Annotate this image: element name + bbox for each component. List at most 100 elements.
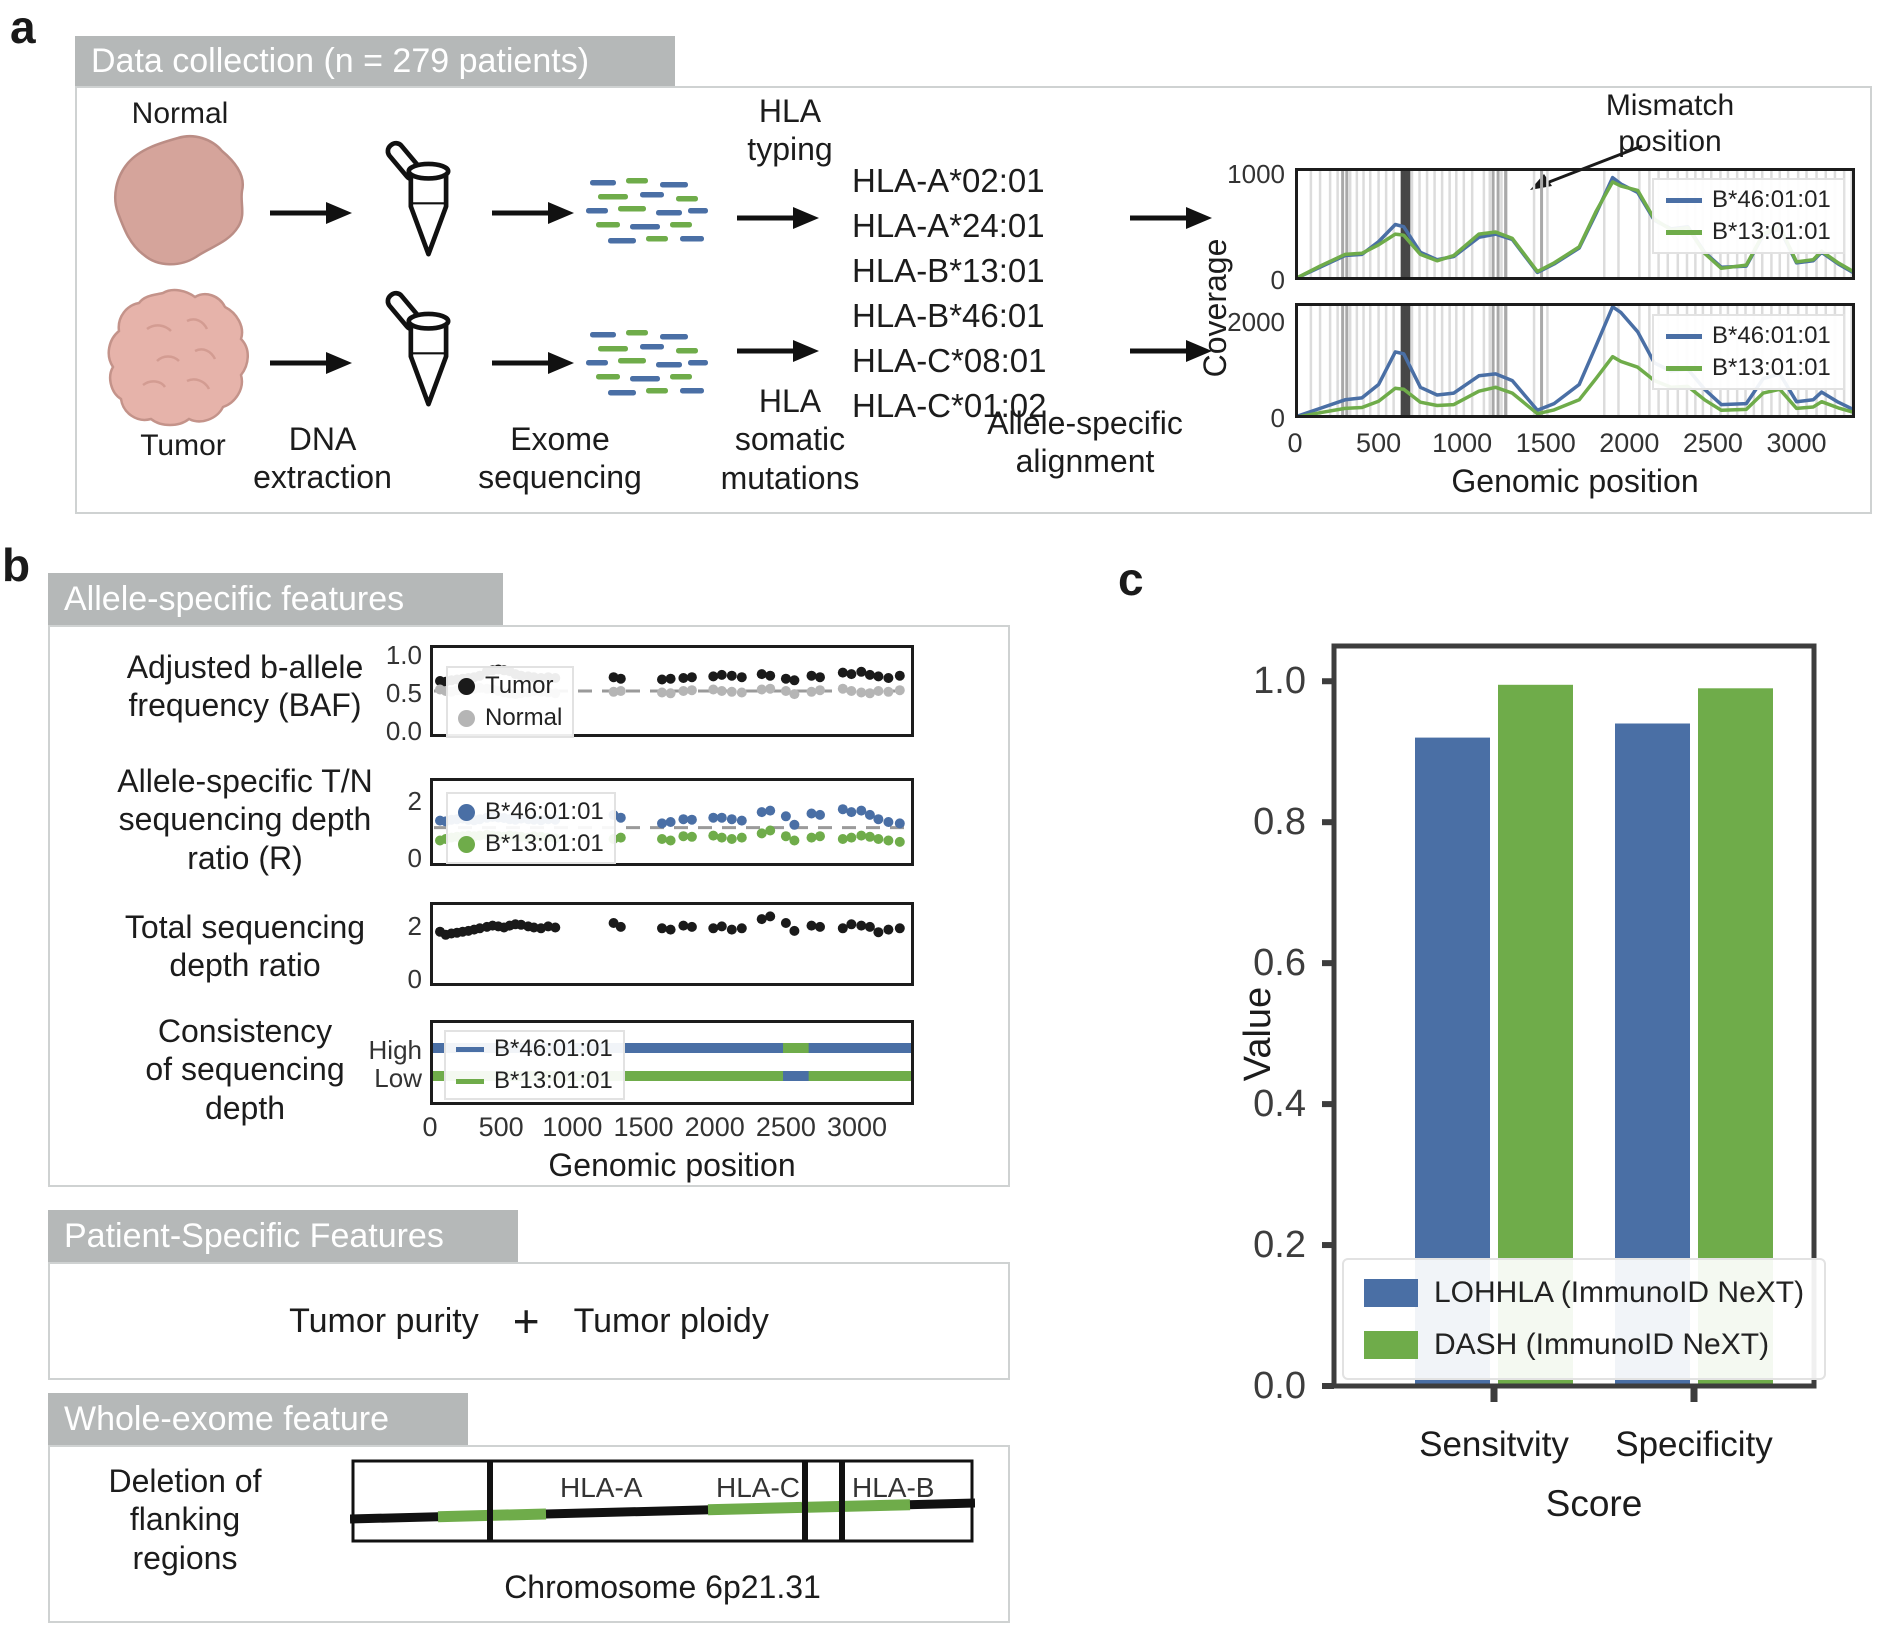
- tumor-purity-label: Tumor purity: [289, 1301, 479, 1340]
- arrow-icon: [270, 202, 352, 224]
- gray-dot-swatch: [458, 709, 475, 727]
- whole-exome-header-label: Whole-exome feature: [64, 1399, 390, 1438]
- blue-dot-swatch: [458, 803, 475, 821]
- category-label-sensitivity: Sensitvity: [1419, 1425, 1569, 1464]
- legend-item: B*13:01:01: [1666, 354, 1831, 382]
- hla-typing-label: HLA typing: [747, 93, 833, 168]
- x-tick-label: 0: [422, 1112, 438, 1142]
- category-label-specificity: Specificity: [1615, 1425, 1773, 1464]
- legend-label: Tumor: [485, 672, 554, 699]
- patient-features-header: Patient-Specific Features: [48, 1210, 518, 1262]
- normal-label: Normal: [131, 97, 229, 130]
- legend-label: B*46:01:01: [1712, 322, 1831, 349]
- hla-allele: HLA-A*24:01: [852, 207, 1045, 244]
- legend-label: B*13:01:01: [1712, 218, 1831, 245]
- y-tick-label: 0.6: [1253, 942, 1306, 985]
- panel-a-header-label: Data collection (n = 279 patients): [91, 41, 590, 80]
- legend-item: Tumor: [458, 672, 562, 700]
- dna-fragments-icon: [586, 330, 708, 396]
- x-tick-label: 1000: [542, 1112, 603, 1142]
- legend-label: B*46:01:01: [494, 1035, 613, 1062]
- green-line-swatch: [1666, 229, 1702, 235]
- hla-allele: HLA-A*02:01: [852, 162, 1045, 199]
- x-tick-label: 1500: [1515, 428, 1576, 458]
- legend-item: B*13:01:01: [1666, 218, 1831, 246]
- x-tick-label: 3000: [1766, 428, 1827, 458]
- tumor-label: Tumor: [140, 429, 226, 462]
- coverage-legend: B*46:01:01 B*13:01:01: [1652, 314, 1845, 390]
- legend-label: B*13:01:01: [485, 830, 604, 857]
- green-line-swatch: [1666, 365, 1702, 371]
- panel-a-header: Data collection (n = 279 patients): [75, 36, 675, 86]
- allele-features-header-label: Allele-specific features: [64, 579, 405, 618]
- blue-line-swatch: [456, 1046, 484, 1052]
- patient-features-header-label: Patient-Specific Features: [64, 1216, 444, 1255]
- hla-b-gene-label: HLA-B: [852, 1472, 935, 1503]
- panel-b-letter: b: [2, 539, 31, 591]
- black-dot-swatch: [458, 677, 475, 695]
- dna-fragments-icon: [586, 178, 708, 244]
- exome-sequencing-label: Exome sequencing: [478, 421, 642, 496]
- chromosome-diagram: [350, 1459, 975, 1543]
- hla-allele: HLA-C*01:02: [852, 387, 1047, 424]
- y-tick-label: 0.0: [385, 716, 422, 746]
- hla-c-gene-label: HLA-C: [715, 1472, 800, 1503]
- hla-c-deletion-segment: [707, 1501, 803, 1516]
- patient-features-box: Tumor purity + Tumor ploidy: [48, 1262, 1010, 1380]
- coverage-legend: B*46:01:01 B*13:01:01: [1652, 178, 1845, 254]
- y-tick-label: 0: [407, 964, 422, 994]
- deletion-label: Deletion of flanking regions: [108, 1463, 262, 1576]
- score-axis-label: Score: [1545, 1483, 1643, 1524]
- tn-ratio-legend: B*46:01:01 B*13:01:01: [446, 792, 616, 864]
- plus-sign: +: [512, 1295, 540, 1347]
- y-tick-label: 2: [407, 911, 422, 941]
- legend-item: Normal: [458, 704, 562, 732]
- x-tick-label: 2500: [1682, 428, 1743, 458]
- blue-rect-swatch: [1364, 1279, 1418, 1307]
- hla-b-deletion-segment: [807, 1499, 911, 1513]
- y-tick-label: 0: [407, 843, 422, 873]
- tumor-tissue-icon: [107, 288, 249, 427]
- allele-alignment-label: Allele-specific alignment: [987, 405, 1183, 480]
- consistency-legend: B*46:01:01 B*13:01:01: [444, 1030, 625, 1100]
- legend-item: B*13:01:01: [458, 830, 604, 858]
- arrow-icon: [1130, 340, 1212, 362]
- legend-item: B*46:01:01: [456, 1035, 613, 1063]
- y-tick-label: 1.0: [385, 640, 422, 670]
- y-tick-label: Low: [374, 1063, 422, 1093]
- y-tick-label: 0.2: [1253, 1224, 1306, 1267]
- hla-allele-list: HLA-A*02:01 HLA-A*24:01 HLA-B*13:01 HLA-…: [852, 158, 1046, 428]
- x-axis-label: Genomic position: [548, 1147, 796, 1183]
- tumor-ploidy-label: Tumor ploidy: [573, 1301, 769, 1340]
- legend-label: DASH (ImmunoID NeXT): [1434, 1328, 1770, 1361]
- whole-exome-header: Whole-exome feature: [48, 1393, 468, 1445]
- blue-line-swatch: [1666, 197, 1702, 203]
- legend-item: B*46:01:01: [458, 798, 604, 826]
- y-tick-label: 0.0: [1253, 1365, 1306, 1407]
- panel-a-box: [75, 86, 1872, 514]
- x-tick-label: 2000: [1599, 428, 1660, 458]
- x-axis-ticks: 0 500 1000 1500 2000 2500 3000: [1287, 428, 1855, 462]
- panel-a-letter: a: [10, 1, 36, 53]
- arrow-icon: [737, 340, 819, 362]
- y-tick-label: 1000: [1227, 159, 1285, 189]
- mismatch-annotation: Mismatch position: [1605, 89, 1735, 158]
- normal-tissue-icon: [114, 134, 245, 266]
- x-axis-ticks: 0 500 1000 1500 2000 2500 3000: [422, 1112, 914, 1146]
- legend-item: B*46:01:01: [1666, 322, 1831, 350]
- hla-allele: HLA-B*46:01: [852, 297, 1045, 334]
- blue-line-swatch: [1666, 333, 1702, 339]
- green-dot-swatch: [458, 835, 475, 853]
- tube-icon: [385, 140, 451, 257]
- y-tick-label: 0: [1270, 403, 1285, 433]
- legend-item: B*13:01:01: [456, 1067, 613, 1095]
- x-tick-label: 1500: [613, 1112, 674, 1142]
- legend-label: Normal: [485, 704, 563, 731]
- hla-allele: HLA-C*08:01: [852, 342, 1047, 379]
- legend-item: B*46:01:01: [1666, 186, 1831, 214]
- consistency-row-label: Consistency of sequencing depth: [145, 1013, 345, 1126]
- legend-label: B*13:01:01: [494, 1067, 613, 1094]
- legend-label: LOHHLA (ImmunoID NeXT): [1434, 1276, 1805, 1309]
- baf-legend: Tumor Normal: [446, 666, 575, 738]
